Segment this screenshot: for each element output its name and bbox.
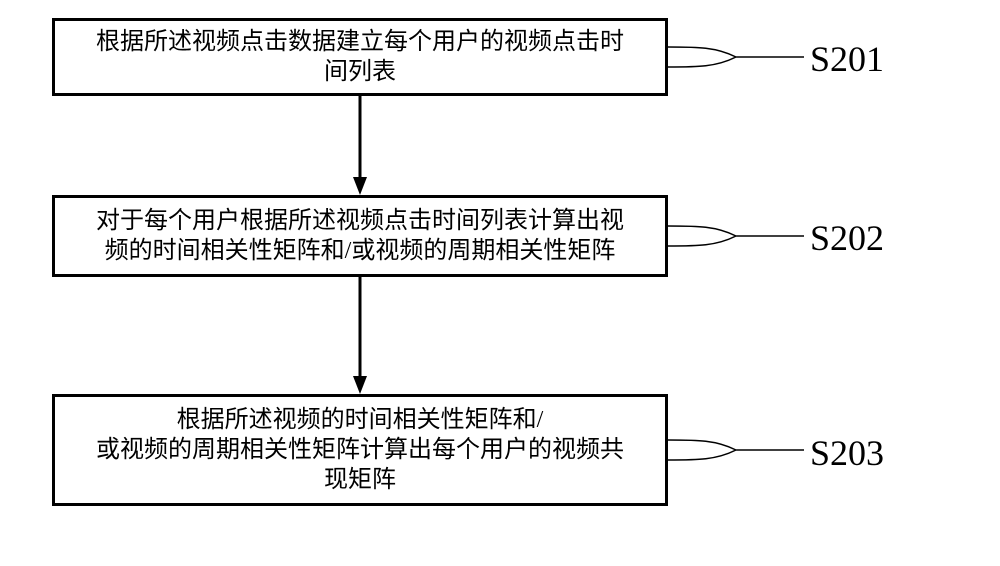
flowchart-canvas: 根据所述视频点击数据建立每个用户的视频点击时 间列表 S201 对于每个用户根据所述… xyxy=(0,0,1000,566)
flow-node-n1: 根据所述视频点击数据建立每个用户的视频点击时 间列表 xyxy=(52,18,668,96)
step-label-n3: S203 xyxy=(810,432,884,474)
flow-node-text: 根据所述视频点击数据建立每个用户的视频点击时 间列表 xyxy=(96,27,624,87)
flow-node-n2: 对于每个用户根据所述视频点击时间列表计算出视 频的时间相关性矩阵和/或视频的周期… xyxy=(52,195,668,277)
flow-node-n3: 根据所述视频的时间相关性矩阵和/ 或视频的周期相关性矩阵计算出每个用户的视频共 … xyxy=(52,394,668,506)
flow-node-text: 根据所述视频的时间相关性矩阵和/ 或视频的周期相关性矩阵计算出每个用户的视频共 … xyxy=(96,405,624,495)
flow-node-text: 对于每个用户根据所述视频点击时间列表计算出视 频的时间相关性矩阵和/或视频的周期… xyxy=(96,206,624,266)
step-label-n2: S202 xyxy=(810,217,884,259)
step-label-n1: S201 xyxy=(810,38,884,80)
